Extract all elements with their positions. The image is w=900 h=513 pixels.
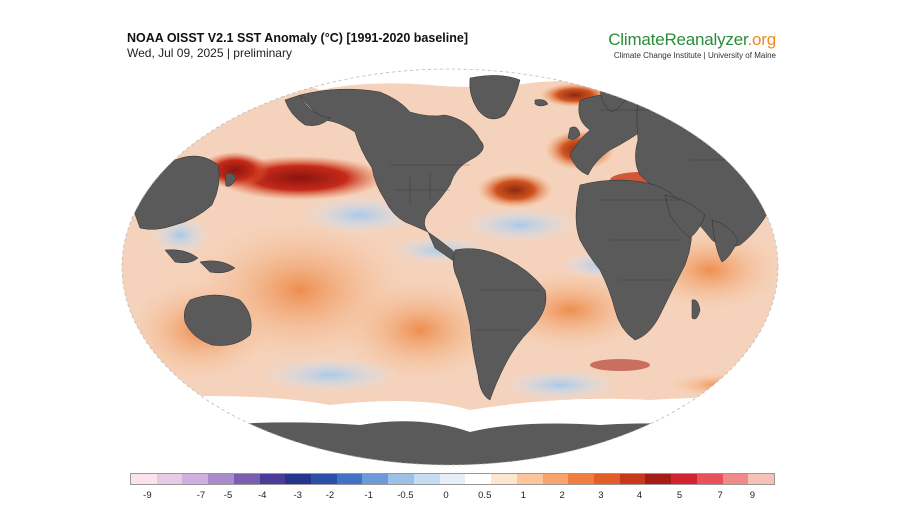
color-legend: -9 -7 -5 -4 -3 -2 -1 -0.5 0 0.5 1 2 3 4 5 7 9 [130,473,775,513]
legend-tick-label: -3 [293,490,302,501]
legend-swatch [696,474,723,484]
legend-swatch [722,474,749,484]
legend-tick-label: -1 [364,490,373,501]
legend-tick-label: 0.5 [478,490,492,501]
legend-swatch [439,474,466,484]
legend-swatch [593,474,620,484]
map-date: Wed, Jul 09, 2025 | preliminary [127,46,292,60]
legend-tick-labels: -9 -7 -5 -4 -3 -2 -1 -0.5 0 0.5 1 2 3 4 5 7 9 [130,490,775,506]
legend-swatch [516,474,543,484]
legend-swatch [233,474,260,484]
legend-tick-label: -5 [223,490,233,501]
legend-swatch [156,474,183,484]
legend-swatch [491,474,517,484]
legend-tick-label: -7 [196,490,206,501]
australia [183,294,252,346]
legend-swatch [208,474,234,484]
legend-swatch [645,474,672,484]
legend-tick-label: -2 [325,490,335,501]
legend-swatch [259,474,286,484]
legend-swatch [619,474,646,484]
legend-swatch [671,474,697,484]
legend-tick-label: -4 [257,490,267,501]
legend-tick-label: 7 [717,490,723,501]
legend-tick-label: 0 [443,490,449,501]
legend-swatch [388,474,414,484]
legend-tick-label: -9 [143,490,152,501]
legend-swatch [311,474,337,484]
antarctica-land [122,421,778,465]
legend-tick-label: 9 [749,490,756,501]
legend-swatch [336,474,363,484]
brand-name-main: ClimateReanalyzer [608,30,748,49]
legend-tick-label: 3 [598,490,604,501]
legend-swatch [285,474,312,484]
globe-outline [121,68,779,466]
brand-subtitle: Climate Change Institute | University of… [613,51,776,60]
legend-swatch [413,474,440,484]
legend-swatch [182,474,209,484]
north-america [299,88,484,233]
legend-tick-label: 1 [520,490,527,501]
legend-swatch [465,474,492,484]
legend-swatch [748,474,774,484]
legend-tick-label: 4 [636,490,643,501]
legend-swatch [362,474,389,484]
arctic-sea-ice [260,69,640,90]
legend-tick-label: 2 [559,490,565,501]
brand-name-tld: .org [747,30,777,49]
south-america [452,248,547,401]
legend-color-bar [130,473,775,485]
globe-content [122,69,778,465]
legend-tick-label: 5 [676,490,683,501]
north-atlantic-warm [477,172,553,208]
greenland [469,75,521,120]
legend-tick-label: -0.5 [397,490,414,501]
legend-swatch [542,474,569,484]
brand-logo[interactable]: ClimateReanalyzer.org Climate Change Ins… [608,30,776,60]
legend-swatch [568,474,594,484]
map-title: NOAA OISST V2.1 SST Anomaly (°C) [1991-2… [127,31,468,45]
legend-swatch [131,474,157,484]
africa [575,179,692,341]
brand-name: ClimateReanalyzer.org [608,30,776,50]
